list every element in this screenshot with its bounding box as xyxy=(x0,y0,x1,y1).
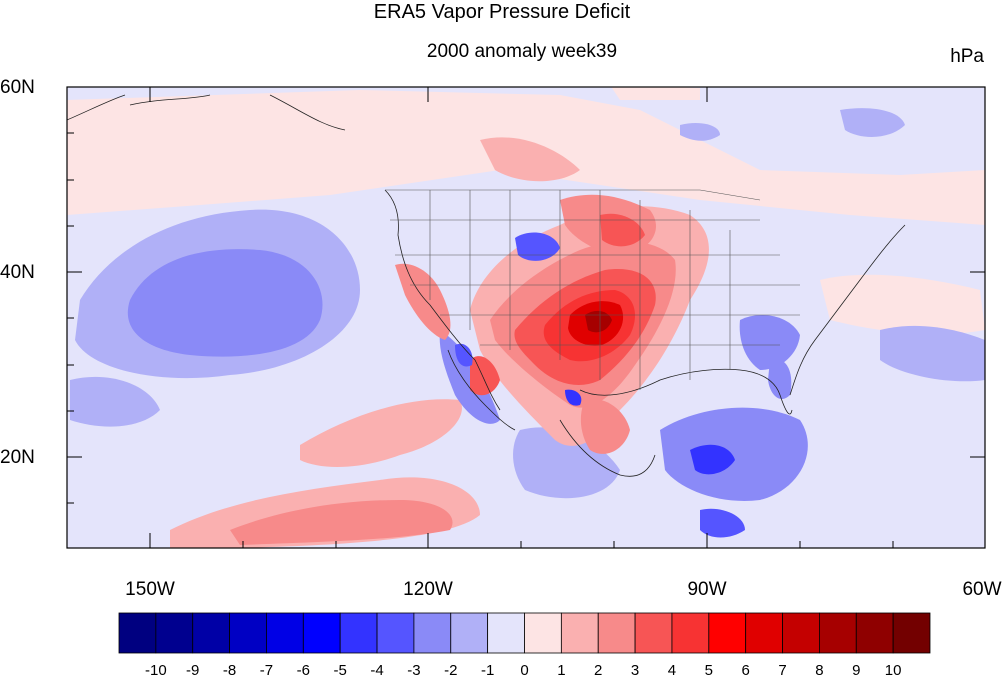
colorbar-swatch xyxy=(671,612,710,654)
colorbar-swatch xyxy=(892,612,931,654)
colorbar-tick-label: 9 xyxy=(852,662,861,679)
colorbar-tick-label: 2 xyxy=(594,662,603,679)
lon-label-120w: 120W xyxy=(403,579,453,600)
lon-label-90w: 90W xyxy=(687,579,727,600)
state-borders xyxy=(385,189,800,390)
colorbar-swatch xyxy=(413,612,452,654)
colorbar-tick-label: 0 xyxy=(520,662,529,679)
colorbar-tick-label: 5 xyxy=(704,662,713,679)
colorbar-swatch xyxy=(229,612,267,654)
colorbar-tick-label: 6 xyxy=(741,662,750,679)
colorbar-swatch xyxy=(302,612,341,654)
colorbar-swatch xyxy=(339,612,378,654)
colorbar-tick-label: -9 xyxy=(186,662,200,679)
colorbar-swatch xyxy=(266,612,304,654)
colorbar-swatch xyxy=(745,612,783,654)
colorbar-swatch xyxy=(376,612,415,654)
lon-label-60w: 60W xyxy=(962,579,1002,600)
colorbar-swatch xyxy=(450,612,489,654)
colorbar-tick-label: -6 xyxy=(296,662,310,679)
lat-label-40n: 40N xyxy=(0,262,35,283)
lat-label-60n: 60N xyxy=(0,77,35,98)
coastlines xyxy=(66,94,906,477)
colorbar-swatch xyxy=(192,612,230,654)
colorbar-tick-label: -10 xyxy=(145,662,167,679)
colorbar-tick-label: -3 xyxy=(407,662,421,679)
lon-label-150w: 150W xyxy=(125,579,175,600)
colorbar-swatch xyxy=(855,612,894,654)
colorbar-tick-label: -1 xyxy=(480,662,495,679)
colorbar-swatch xyxy=(155,612,194,654)
colorbar-swatch xyxy=(524,612,562,654)
colorbar-swatch xyxy=(819,612,857,654)
colorbar-swatch xyxy=(560,612,599,654)
colorbar-tick-label: -5 xyxy=(333,662,347,679)
colorbar-tick-label: -2 xyxy=(444,662,458,679)
colorbar-tick-label: 8 xyxy=(815,662,824,679)
colorbar-tick-label: 7 xyxy=(778,662,787,679)
colorbar-tick-label: 4 xyxy=(667,662,677,679)
colorbar-swatch xyxy=(118,612,157,654)
axis-ticks xyxy=(67,86,986,548)
colorbar-tick-label: -8 xyxy=(222,662,237,679)
colorbar-swatch xyxy=(487,612,525,654)
colorbar-tick-label: -4 xyxy=(370,662,384,679)
colorbar-swatch xyxy=(597,612,636,654)
colorbar-swatch xyxy=(782,612,820,654)
anomaly-field xyxy=(67,87,985,548)
colorbar-tick-label: -7 xyxy=(259,662,274,679)
map-subtitle: 2000 anomaly week39 xyxy=(426,41,618,62)
colorbar-tick-label: 10 xyxy=(884,662,902,679)
map-title: ERA5 Vapor Pressure Deficit xyxy=(373,1,631,23)
colorbar-swatch xyxy=(634,612,673,654)
colorbar xyxy=(118,612,931,654)
colorbar-tick-label: 3 xyxy=(630,662,640,679)
colorbar-tick-label: 1 xyxy=(557,662,566,679)
lat-label-20n: 20N xyxy=(0,447,35,468)
colorbar-swatch xyxy=(708,612,747,654)
units-label: hPa xyxy=(950,46,984,67)
